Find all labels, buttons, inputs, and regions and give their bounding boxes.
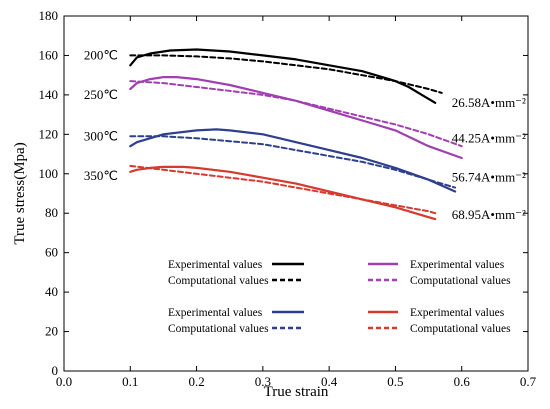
annotation-layer: 200℃ 250℃ 300℃ 350℃ 26.58A•mm⁻² 44.25A•mm⁻² 56… bbox=[84, 47, 526, 222]
x-tick-label: 0.4 bbox=[321, 374, 338, 389]
temperature-label: 350℃ bbox=[84, 168, 118, 183]
y-tick-label: 160 bbox=[39, 47, 59, 62]
legend-label: Experimental values bbox=[168, 259, 263, 271]
y-tick-label: 40 bbox=[45, 284, 58, 299]
computational-curve-5 bbox=[129, 135, 457, 189]
current-density-label: 56.74A•mm⁻² bbox=[452, 170, 526, 185]
temperature-label: 200℃ bbox=[84, 47, 118, 62]
y-tick-label: 180 bbox=[39, 8, 59, 23]
computational-curve-1 bbox=[129, 54, 443, 94]
experimental-curve-6 bbox=[129, 165, 437, 221]
current-density-label: 26.58A•mm⁻² bbox=[452, 95, 526, 110]
y-tick-label: 140 bbox=[39, 87, 59, 102]
y-tick-label: 60 bbox=[45, 245, 58, 260]
y-tick-label: 120 bbox=[39, 126, 59, 141]
current-density-label: 44.25A•mm⁻² bbox=[452, 130, 526, 145]
legend-label: Computational values bbox=[168, 275, 269, 287]
legend-label: Experimental values bbox=[168, 307, 263, 319]
y-axis-title: True stress(Mpa) bbox=[12, 142, 28, 244]
computational-curve-7 bbox=[129, 164, 437, 215]
y-tick-label: 0 bbox=[52, 363, 59, 378]
experimental-curve-4 bbox=[129, 128, 457, 193]
y-axis: 0 20 40 60 80 100 120 140 160 180 bbox=[39, 8, 528, 378]
temperature-label: 300℃ bbox=[84, 128, 118, 143]
x-axis-title: True strain bbox=[264, 384, 329, 400]
plot-area bbox=[63, 15, 529, 372]
x-tick-label: 0.2 bbox=[188, 374, 204, 389]
x-tick-label: 0.1 bbox=[122, 374, 138, 389]
x-axis: 0.0 0.1 0.2 0.3 0.4 0.5 0.6 0.7 bbox=[56, 16, 537, 389]
temperature-label: 250℃ bbox=[84, 87, 118, 102]
y-tick-label: 80 bbox=[45, 205, 58, 220]
legend-label: Computational values bbox=[168, 323, 269, 335]
experimental-curve-2 bbox=[129, 76, 463, 160]
x-tick-label: 0.3 bbox=[255, 374, 271, 389]
legend: Experimental values Computational values E… bbox=[168, 259, 511, 335]
plot-frame bbox=[63, 15, 529, 372]
computational-curve-3 bbox=[129, 80, 463, 148]
legend-label: Experimental values bbox=[410, 259, 505, 271]
y-tick-label: 20 bbox=[45, 324, 58, 339]
x-tick-label: 0.0 bbox=[56, 374, 72, 389]
series-layer bbox=[129, 48, 463, 221]
y-tick-label: 100 bbox=[39, 166, 59, 181]
x-tick-label: 0.5 bbox=[387, 374, 403, 389]
legend-label: Computational values bbox=[410, 275, 511, 287]
current-density-label: 68.95A•mm⁻² bbox=[452, 207, 526, 222]
experimental-curve-0 bbox=[129, 48, 437, 104]
x-tick-label: 0.7 bbox=[520, 374, 537, 389]
legend-label: Experimental values bbox=[410, 307, 505, 319]
x-tick-label: 0.6 bbox=[454, 374, 471, 389]
legend-label: Computational values bbox=[410, 323, 511, 335]
